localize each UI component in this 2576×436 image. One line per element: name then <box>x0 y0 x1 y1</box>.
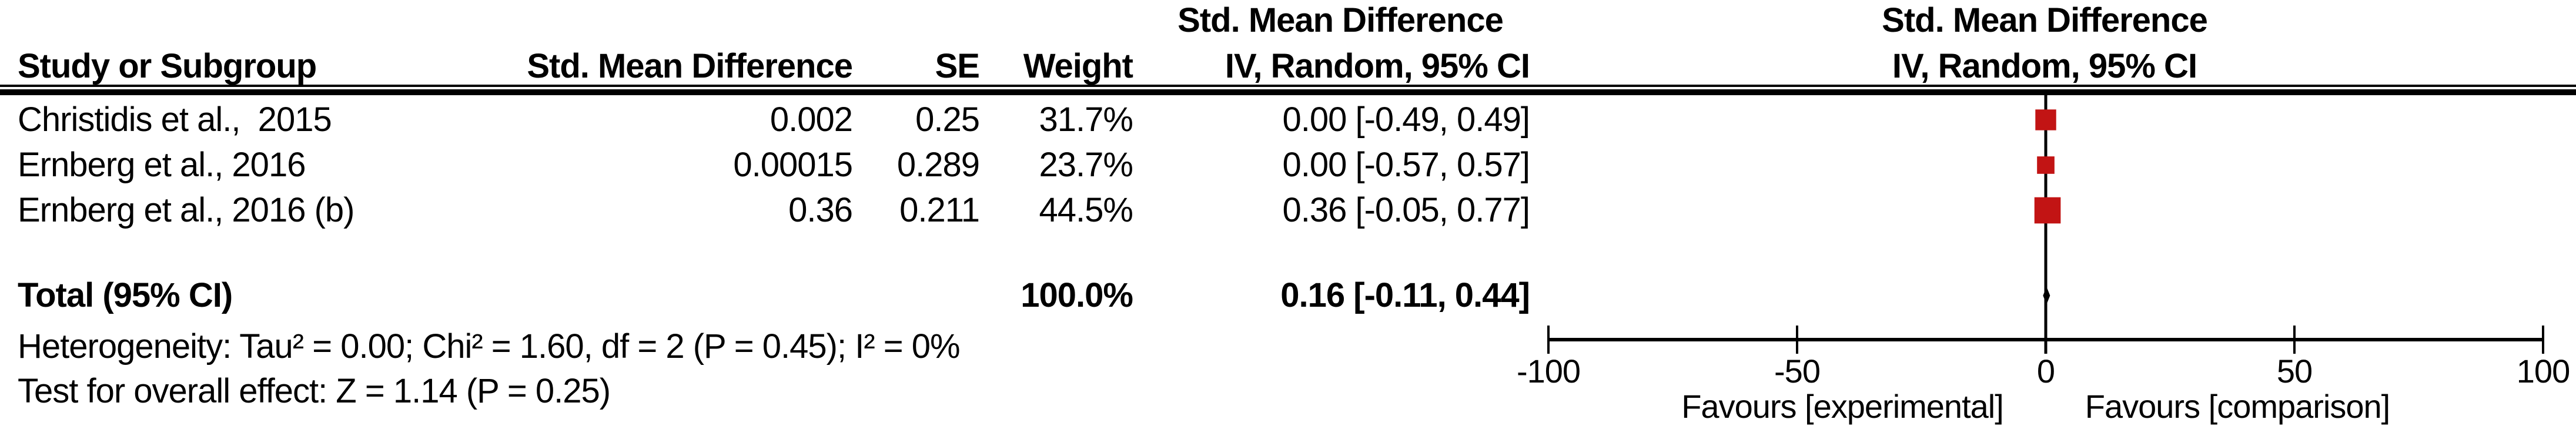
left-ci-header-line1: Std. Mean Difference <box>1177 1 1504 39</box>
study-name: Christidis et al., 2015 <box>18 100 332 139</box>
total-label: Total (95% CI) <box>18 276 233 314</box>
ci-value: 0.00 [-0.49, 0.49] <box>1282 100 1530 139</box>
study-marker <box>2034 197 2061 224</box>
weight-value: 44.5% <box>1039 191 1133 229</box>
axis-tick-label: 0 <box>2037 353 2055 390</box>
header-rule-thick <box>0 89 2576 95</box>
column-header-weight: Weight <box>1023 47 1133 85</box>
heterogeneity-text: Heterogeneity: Tau² = 0.00; Chi² = 1.60,… <box>18 327 961 365</box>
column-header-study: Study or Subgroup <box>18 47 317 85</box>
column-header-ci: IV, Random, 95% CI <box>1225 47 1530 85</box>
study-name: Ernberg et al., 2016 (b) <box>18 191 354 229</box>
study-name: Ernberg et al., 2016 <box>18 146 306 184</box>
total-ci: 0.16 [-0.11, 0.44] <box>1280 276 1530 314</box>
weight-value: 31.7% <box>1039 100 1133 139</box>
se-value: 0.289 <box>896 146 980 184</box>
column-header-smd: Std. Mean Difference <box>527 47 853 85</box>
header-rule-thin <box>0 85 2576 87</box>
smd-value: 0.36 <box>788 191 853 229</box>
axis-tick-label: -50 <box>1774 353 1820 390</box>
axis-tick-label: 50 <box>2277 353 2312 390</box>
column-header-se: SE <box>935 47 980 85</box>
axis-tick-label: 100 <box>2517 353 2570 390</box>
ci-value: 0.36 [-0.05, 0.77] <box>1282 191 1530 229</box>
plot-header-line2: IV, Random, 95% CI <box>1892 47 2197 85</box>
smd-value: 0.002 <box>770 100 853 139</box>
study-marker <box>2035 109 2056 130</box>
smd-value: 0.00015 <box>733 146 853 184</box>
plot-header-line1: Std. Mean Difference <box>1882 1 2208 39</box>
overall-effect-text: Test for overall effect: Z = 1.14 (P = 0… <box>18 372 611 410</box>
favours-experimental-label: Favours [experimental] <box>1681 388 2004 425</box>
weight-value: 23.7% <box>1039 146 1133 184</box>
se-value: 0.211 <box>899 191 980 229</box>
total-diamond <box>2043 287 2050 304</box>
study-marker <box>2037 156 2055 174</box>
total-weight: 100.0% <box>1021 276 1133 314</box>
axis-tick-label: -100 <box>1517 353 1580 390</box>
ci-value: 0.00 [-0.57, 0.57] <box>1282 146 1530 184</box>
favours-comparison-label: Favours [comparison] <box>2085 388 2390 425</box>
se-value: 0.25 <box>915 100 980 139</box>
